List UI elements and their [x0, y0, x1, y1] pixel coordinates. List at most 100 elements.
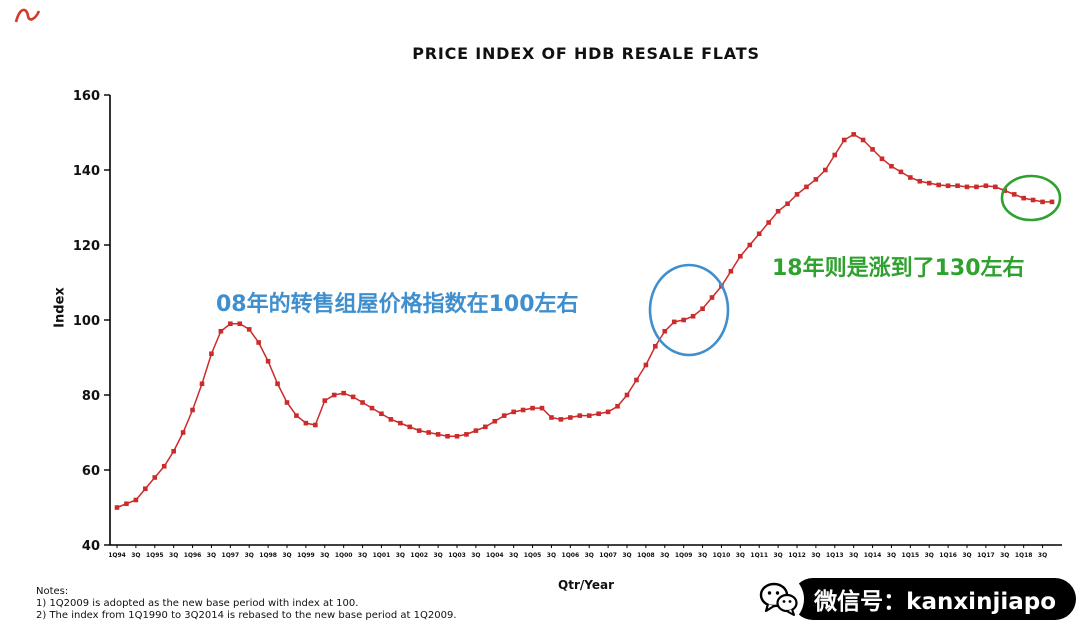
- x-tick-label: 1Q95: [146, 552, 164, 559]
- data-point: [133, 497, 139, 503]
- data-point: [369, 405, 375, 411]
- x-tick-label: 1Q17: [977, 552, 995, 559]
- data-point: [964, 184, 970, 190]
- data-point: [228, 321, 233, 327]
- y-tick-label: 40: [82, 539, 100, 554]
- wechat-id-text: 微信号：kanxinjiapo: [814, 589, 1056, 615]
- data-point: [426, 430, 431, 435]
- x-tick-label: 1Q03: [448, 552, 466, 559]
- x-axis-title: Qtr/Year: [558, 578, 614, 592]
- data-point: [492, 418, 498, 424]
- data-point: [908, 175, 913, 180]
- data-point: [804, 184, 809, 190]
- data-point: [416, 428, 422, 433]
- data-point: [454, 433, 460, 439]
- x-tick-label: 3Q: [773, 552, 782, 559]
- y-tick-label: 160: [73, 89, 100, 104]
- data-point: [190, 407, 195, 413]
- data-point: [879, 156, 885, 162]
- x-tick-label: 1Q05: [524, 552, 542, 559]
- data-point: [860, 137, 866, 143]
- data-point: [747, 242, 753, 248]
- x-tick-label: 3Q: [962, 552, 971, 559]
- data-point: [945, 183, 951, 189]
- data-point: [209, 351, 214, 357]
- x-tick-label: 1Q99: [297, 552, 315, 559]
- data-point: [124, 501, 129, 507]
- data-point: [671, 319, 677, 325]
- data-point: [643, 362, 649, 368]
- y-tick-label: 60: [82, 464, 100, 479]
- data-point: [586, 413, 592, 418]
- data-point: [700, 306, 705, 312]
- x-tick-label: 1Q08: [637, 552, 655, 559]
- data-point: [379, 411, 384, 417]
- circle-annotation-2008: [648, 263, 730, 357]
- data-point: [303, 420, 309, 426]
- chart-notes: Notes: 1) 1Q2009 is adopted as the new b…: [36, 586, 457, 622]
- data-point: [936, 182, 941, 188]
- x-tick-label: 1Q96: [184, 552, 202, 559]
- data-point: [246, 327, 252, 332]
- data-point: [398, 420, 403, 426]
- circle-annotation-2018: [1000, 174, 1062, 222]
- data-point: [143, 486, 148, 492]
- x-tick-label: 3Q: [471, 552, 480, 559]
- data-point: [870, 147, 875, 152]
- data-point: [539, 405, 545, 411]
- annotation-2018: 18年则是涨到了130左右: [772, 256, 1025, 281]
- data-point: [1049, 199, 1055, 205]
- x-tick-label: 3Q: [396, 552, 405, 559]
- data-point: [341, 390, 346, 396]
- price-index-line: [116, 133, 1052, 509]
- data-point: [690, 313, 696, 319]
- data-point: [501, 413, 507, 418]
- data-point: [605, 409, 611, 415]
- x-tick-label: 3Q: [358, 552, 367, 559]
- data-point: [511, 409, 516, 415]
- y-tick-label: 120: [73, 239, 100, 254]
- data-point: [1040, 199, 1045, 205]
- data-point: [681, 317, 686, 323]
- data-point: [596, 411, 601, 417]
- data-point: [530, 405, 535, 411]
- data-point: [1030, 197, 1036, 203]
- x-tick-label: 3Q: [887, 552, 896, 559]
- data-point: [520, 407, 526, 413]
- x-tick-label: 1Q12: [788, 552, 806, 559]
- x-tick-label: 3Q: [849, 552, 858, 559]
- data-point: [983, 183, 989, 189]
- data-point: [832, 152, 838, 158]
- data-point: [974, 184, 979, 190]
- x-tick-label: 3Q: [433, 552, 442, 559]
- data-point: [955, 183, 960, 189]
- data-point: [662, 328, 668, 334]
- data-point: [756, 231, 762, 237]
- data-point: [709, 295, 715, 300]
- data-point: [407, 424, 413, 430]
- data-point: [1021, 195, 1026, 201]
- x-tick-label: 1Q00: [335, 552, 353, 559]
- data-point: [275, 381, 280, 387]
- y-tick-label: 80: [82, 389, 100, 404]
- x-tick-label: 3Q: [585, 552, 594, 559]
- wechat-watermark: 微信号：kanxinjiapo: [750, 571, 1076, 627]
- x-tick-label: 3Q: [131, 552, 140, 559]
- data-point: [218, 328, 224, 334]
- notes-line-2: 2) The index from 1Q1990 to 3Q2014 is re…: [36, 610, 457, 621]
- x-tick-label: 3Q: [245, 552, 254, 559]
- annotation-2008: 08年的转售组屋价格指数在100左右: [216, 292, 579, 317]
- data-point: [926, 180, 932, 186]
- x-tick-label: 3Q: [1038, 552, 1047, 559]
- x-tick-label: 1Q07: [599, 552, 617, 559]
- x-tick-label: 1Q01: [373, 552, 391, 559]
- x-tick-label: 3Q: [207, 552, 216, 559]
- data-point: [785, 201, 790, 207]
- data-point: [331, 392, 337, 398]
- data-point: [322, 398, 328, 403]
- notes-line-1: 1) 1Q2009 is adopted as the new base per…: [36, 598, 359, 609]
- x-tick-label: 3Q: [660, 552, 669, 559]
- chart-title: PRICE INDEX OF HDB RESALE FLATS: [412, 44, 760, 63]
- x-tick-label: 1Q04: [486, 552, 504, 559]
